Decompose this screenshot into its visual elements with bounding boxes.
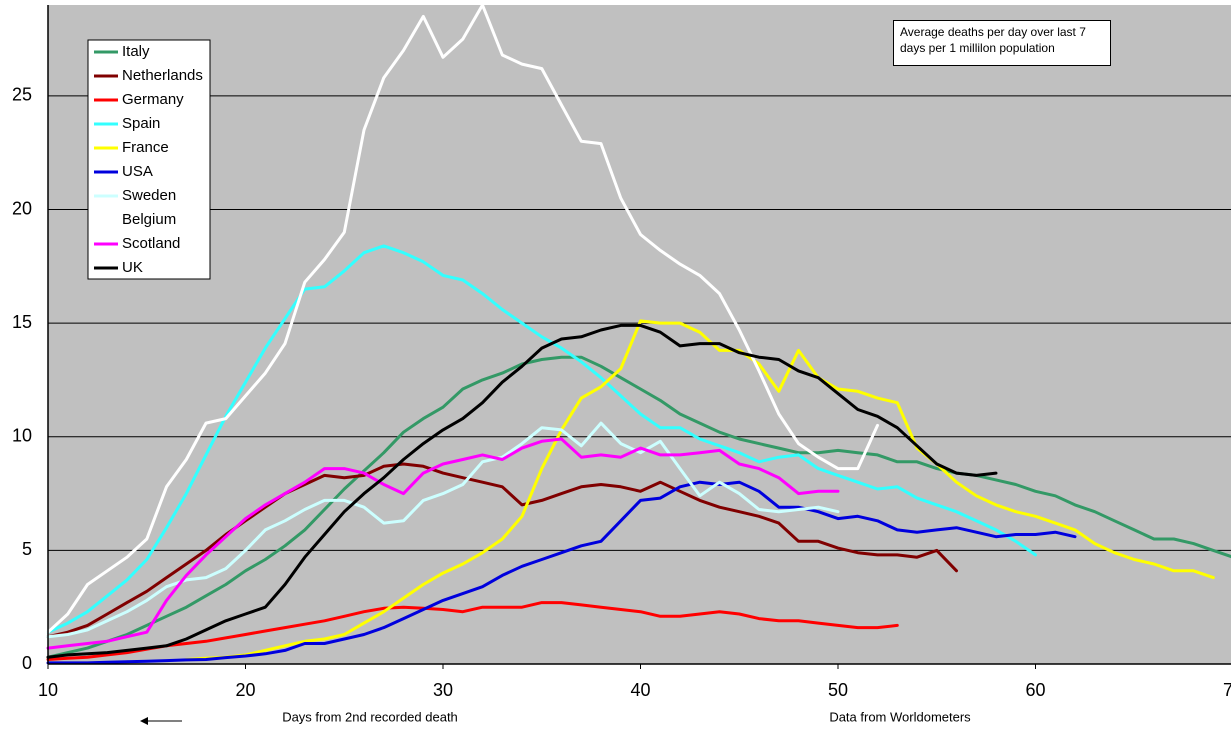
legend-label: UK: [122, 259, 143, 276]
series-line: [46, 355, 1231, 659]
series-line: [184, 319, 1215, 661]
y-tick-label: 0: [22, 653, 32, 673]
x-tick-label: 70: [1223, 680, 1231, 700]
legend-label: Spain: [122, 115, 160, 132]
y-tick-label: 10: [12, 426, 32, 446]
legend-label: Sweden: [122, 187, 176, 204]
x-tick-label: 20: [235, 680, 255, 700]
annotation: Average deaths per day over last 7 days …: [893, 20, 1111, 66]
legend-label: Scotland: [122, 235, 180, 252]
source: Data from Worldometers: [829, 709, 971, 724]
x-tick-label: 10: [38, 680, 58, 700]
series-line: [46, 480, 1077, 665]
y-tick-label: 5: [22, 539, 32, 559]
series-line: [46, 323, 998, 659]
legend-label: Belgium: [122, 211, 176, 228]
x-axis-label: Days from 2nd recorded death: [282, 709, 458, 724]
series-line: [46, 244, 1037, 634]
x-tick-label: 60: [1025, 680, 1045, 700]
legend-label: France: [122, 139, 169, 156]
series-line: [46, 3, 879, 634]
series-line: [46, 437, 840, 650]
y-tick-label: 15: [12, 312, 32, 332]
legend-label: Netherlands: [122, 67, 203, 84]
y-tick-label: 20: [12, 198, 32, 218]
series-line: [46, 601, 899, 661]
legend-label: Germany: [122, 91, 184, 108]
plot-area: [48, 5, 1231, 664]
arrow-head: [140, 717, 148, 725]
legend-box: [87, 39, 211, 280]
series-line: [46, 462, 958, 639]
legend-label: Italy: [122, 43, 150, 60]
x-tick-label: 30: [433, 680, 453, 700]
x-tick-label: 40: [630, 680, 650, 700]
y-tick-label: 25: [12, 85, 32, 105]
legend-label: USA: [122, 163, 153, 180]
x-tick-label: 50: [828, 680, 848, 700]
